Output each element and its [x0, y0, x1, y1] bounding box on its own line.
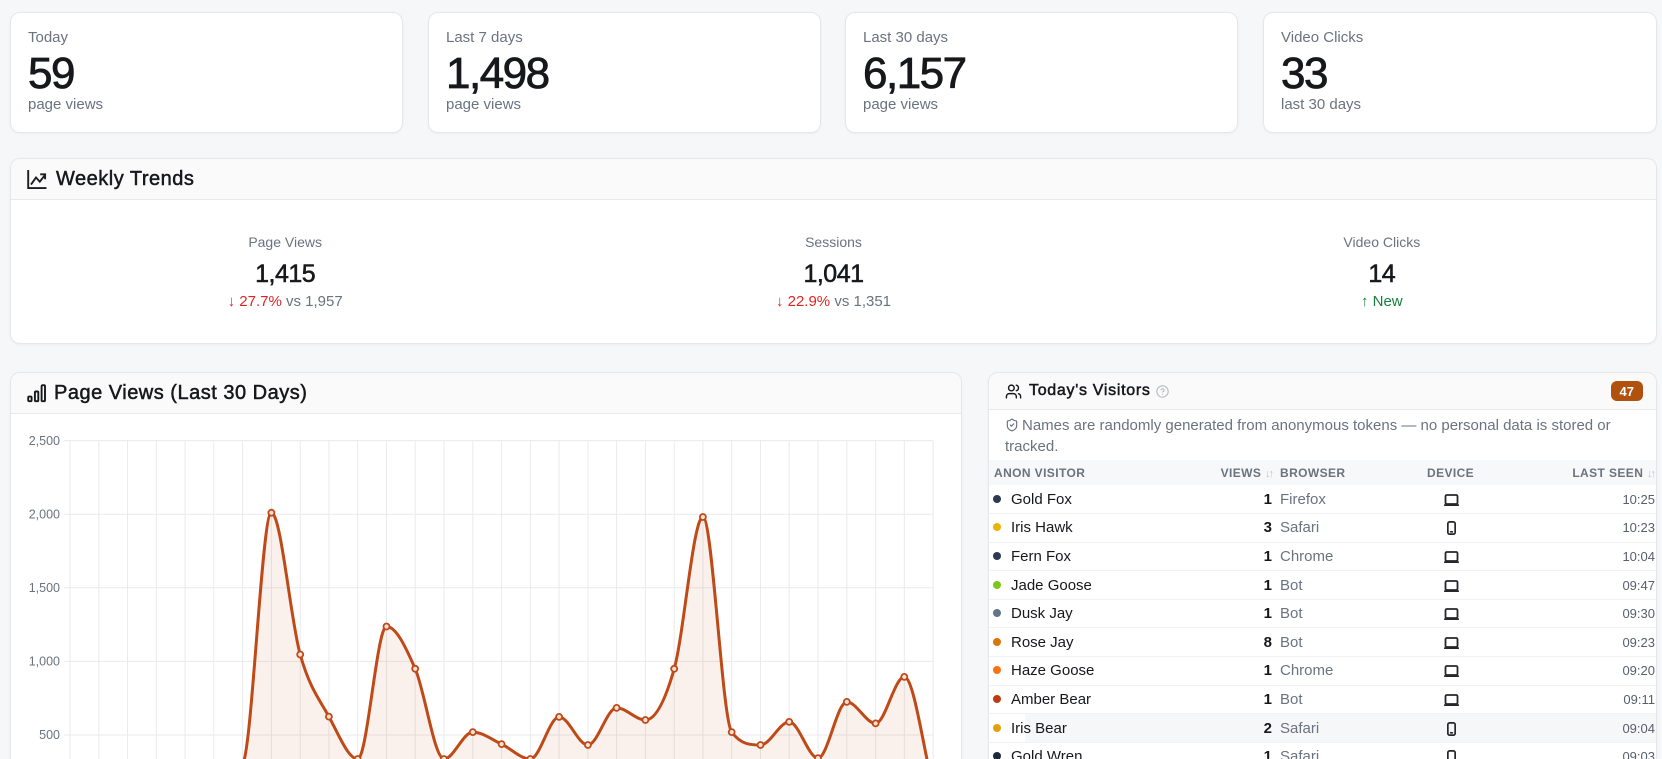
svg-text:500: 500	[39, 728, 60, 742]
svg-text:2,500: 2,500	[29, 434, 60, 448]
svg-text:1,500: 1,500	[29, 581, 60, 595]
svg-text:1,000: 1,000	[29, 655, 60, 669]
svg-text:2,000: 2,000	[29, 508, 60, 522]
